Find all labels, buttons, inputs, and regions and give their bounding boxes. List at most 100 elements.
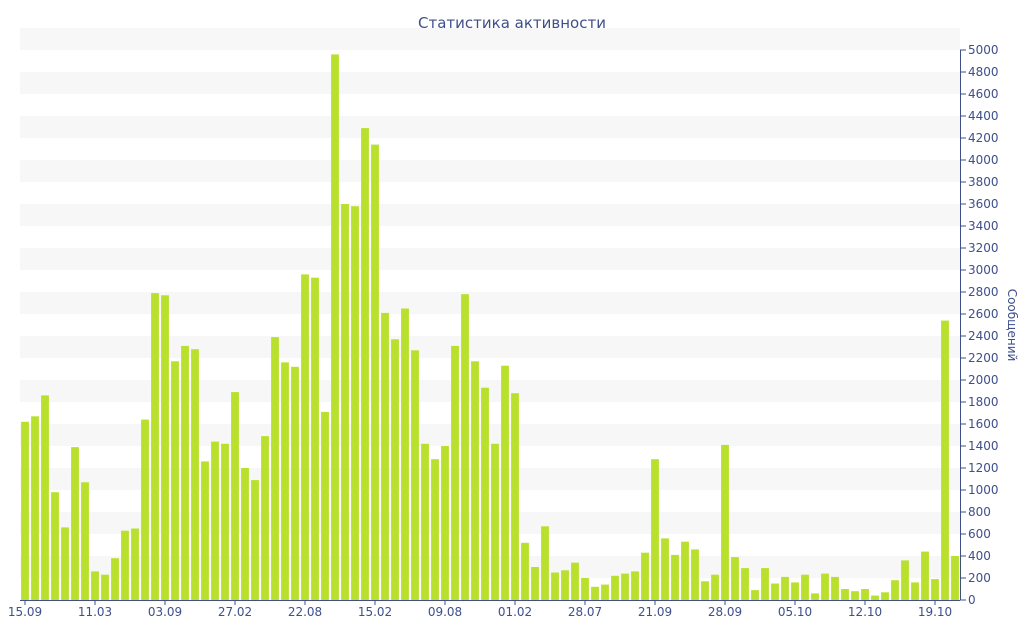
bar <box>721 444 729 600</box>
x-tick-label: 12.10 <box>848 605 882 619</box>
chart-title: Статистика активности <box>418 14 606 32</box>
bar <box>761 568 769 600</box>
bar <box>271 337 279 600</box>
bar <box>561 570 569 600</box>
y-tick-label: 3800 <box>968 175 999 189</box>
y-tick-label: 800 <box>968 505 991 519</box>
bar <box>601 584 609 600</box>
bar <box>681 541 689 600</box>
bar <box>71 447 79 600</box>
bar <box>781 576 789 600</box>
y-tick-label: 1800 <box>968 395 999 409</box>
bar <box>381 312 389 600</box>
bars-group <box>21 54 959 600</box>
bar <box>421 443 429 600</box>
y-tick-label: 4400 <box>968 109 999 123</box>
bar <box>341 204 349 600</box>
bar <box>591 586 599 600</box>
bar <box>891 580 899 600</box>
bar <box>611 575 619 600</box>
bar <box>331 54 339 600</box>
grid-band <box>20 248 960 270</box>
bar <box>111 558 119 600</box>
x-tick-label: 28.07 <box>568 605 602 619</box>
x-tick-label: 11.03 <box>78 605 112 619</box>
grid-band <box>20 204 960 226</box>
bar <box>931 579 939 600</box>
bar <box>371 144 379 600</box>
bar <box>51 492 59 600</box>
grid-band <box>20 116 960 138</box>
bar <box>651 459 659 600</box>
y-axis-label: Сообщений <box>1005 289 1019 362</box>
bar <box>911 582 919 600</box>
bar <box>671 554 679 600</box>
bar <box>711 574 719 600</box>
grid-band <box>20 380 960 402</box>
bar <box>241 468 249 600</box>
bar <box>771 583 779 600</box>
bar <box>731 557 739 600</box>
bar <box>81 482 89 600</box>
bar <box>391 339 399 600</box>
bar <box>221 443 229 600</box>
x-tick-label: 05.10 <box>778 605 812 619</box>
y-tick-label: 1400 <box>968 439 999 453</box>
y-tick-label: 200 <box>968 571 991 585</box>
y-tick-label: 400 <box>968 549 991 563</box>
x-tick-label: 15.02 <box>358 605 392 619</box>
y-tick-label: 2000 <box>968 373 999 387</box>
bar <box>91 571 99 600</box>
bar <box>511 393 519 600</box>
bar <box>861 589 869 600</box>
x-tick-label: 01.02 <box>498 605 532 619</box>
bar <box>171 361 179 600</box>
bar <box>941 320 949 600</box>
x-tick-label: 09.08 <box>428 605 462 619</box>
bar <box>551 572 559 600</box>
bar <box>871 595 879 600</box>
bar <box>351 206 359 600</box>
x-tick-label: 15.09 <box>8 605 42 619</box>
grid-band <box>20 556 960 578</box>
y-tick-label: 2800 <box>968 285 999 299</box>
bar <box>141 419 149 600</box>
grid-band <box>20 292 960 314</box>
bar <box>641 552 649 600</box>
grid-band <box>20 72 960 94</box>
bar <box>441 446 449 600</box>
y-tick-label: 0 <box>968 593 976 607</box>
bar <box>661 538 669 600</box>
bar <box>361 128 369 600</box>
y-tick-label: 4000 <box>968 153 999 167</box>
bar <box>831 576 839 600</box>
y-tick-label: 3200 <box>968 241 999 255</box>
y-tick-label: 600 <box>968 527 991 541</box>
bar <box>281 362 289 600</box>
bar <box>691 549 699 600</box>
bar <box>791 582 799 600</box>
bar <box>121 530 129 600</box>
bar <box>311 277 319 600</box>
grid-band <box>20 336 960 358</box>
x-tick-label: 22.08 <box>288 605 322 619</box>
bar <box>501 365 509 600</box>
x-tick-label: 03.09 <box>148 605 182 619</box>
bar <box>21 421 29 600</box>
y-tick-label: 4800 <box>968 65 999 79</box>
x-tick-label: 28.09 <box>708 605 742 619</box>
x-tick-label: 27.02 <box>218 605 252 619</box>
bar <box>581 578 589 600</box>
bar <box>481 387 489 600</box>
bar <box>701 581 709 600</box>
bar <box>741 568 749 600</box>
bar <box>411 350 419 600</box>
grid-bands <box>20 28 960 578</box>
y-tick-label: 3000 <box>968 263 999 277</box>
y-tick-label: 1200 <box>968 461 999 475</box>
bar <box>231 392 239 600</box>
bar <box>451 345 459 600</box>
bar <box>261 436 269 600</box>
bar <box>541 526 549 600</box>
